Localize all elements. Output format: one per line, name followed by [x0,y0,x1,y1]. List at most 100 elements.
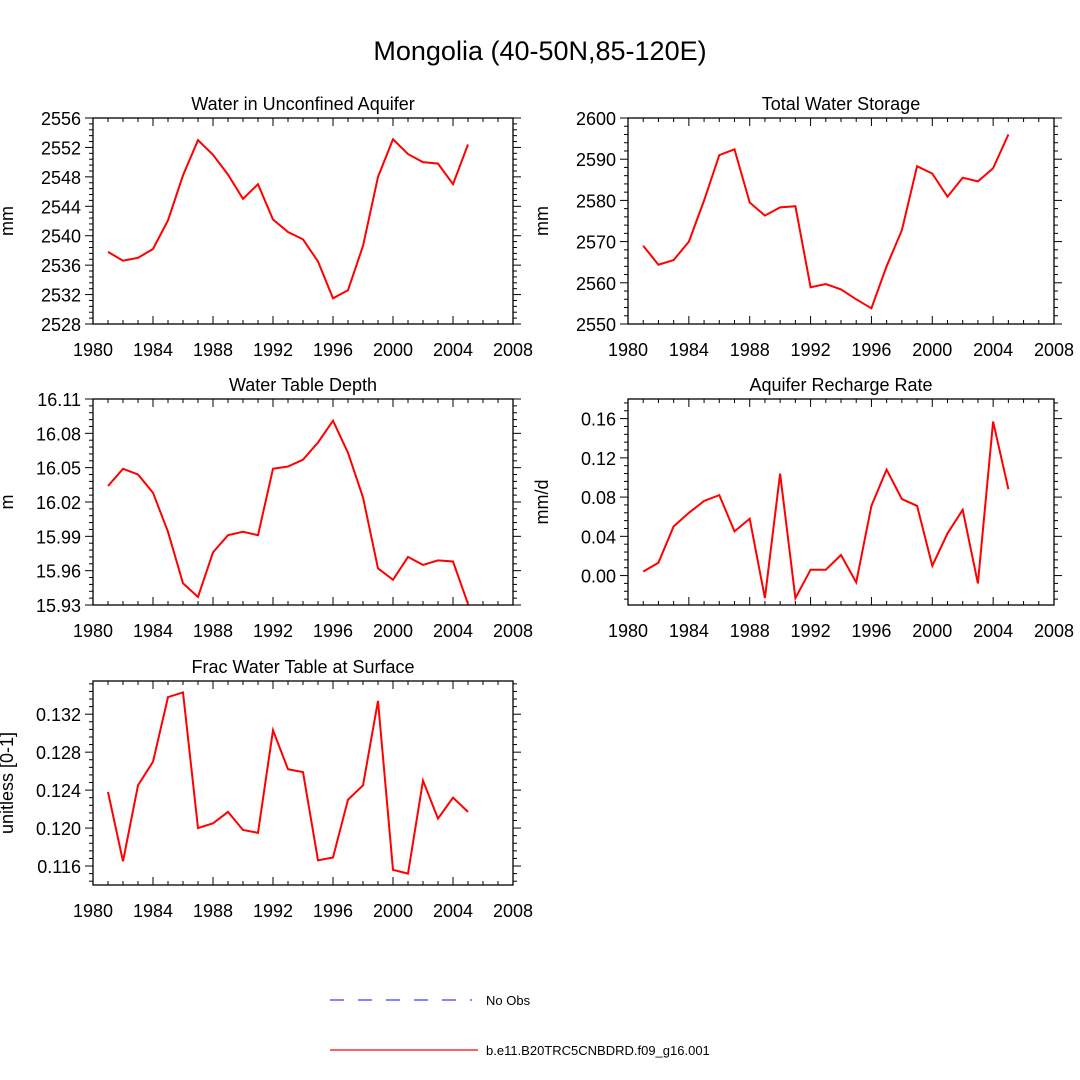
y-tick-label: 16.11 [37,390,81,410]
y-axis-label: mm [532,206,552,236]
x-tick-label: 2000 [373,901,413,921]
y-tick-label: 15.99 [36,527,81,547]
y-tick-label: 2550 [576,315,616,335]
x-tick-label: 1996 [313,621,353,641]
y-tick-label: 0.120 [36,819,81,839]
chart-panel-2: Water Table Depth m 1980 1984 1988 1992 1996 20… [0,375,533,641]
chart-panel-3: Aquifer Recharge Rate mm/d 1980 1984 1988 199… [532,375,1074,641]
panel-title: Frac Water Table at Surface [191,657,414,677]
y-tick-label: 15.93 [36,596,81,616]
x-tick-label: 1980 [608,621,648,641]
y-axis-label: mm/d [532,480,552,525]
x-tick-label: 1984 [669,621,709,641]
y-tick-label: 2590 [576,150,616,170]
x-tick-label: 2004 [433,340,473,360]
chart-panel-1: Total Water Storage mm 1980 1984 1988 1992 199… [532,94,1074,360]
x-tick-label: 2008 [493,621,533,641]
y-tick-label: 15.96 [36,562,81,582]
x-tick-label: 2008 [1034,621,1074,641]
chart-panel-0: Water in Unconfined Aquifer mm 1980 1984 198… [0,94,533,360]
legend-label-model: b.e11.B20TRC5CNBDRD.f09_g16.001 [486,1043,710,1058]
x-tick-label: 2004 [433,621,473,641]
x-tick-label: 1988 [193,621,233,641]
x-tick-label: 2008 [493,340,533,360]
x-tick-label: 1980 [73,340,113,360]
plot-frame [627,117,1055,325]
plot-frame [92,680,514,886]
y-tick-label: 0.12 [581,449,616,469]
chart-panels: Water in Unconfined Aquifer mm 1980 1984 198… [0,94,1074,921]
x-tick-label: 1996 [313,340,353,360]
y-tick-label: 2580 [576,191,616,211]
x-tick-label: 1992 [253,340,293,360]
y-tick-label: 2556 [41,109,81,129]
x-tick-label: 1984 [133,901,173,921]
panel-title: Water in Unconfined Aquifer [191,94,414,114]
y-axis-label: mm [0,206,17,236]
y-axis-label: m [0,495,17,510]
x-tick-label: 2000 [912,340,952,360]
x-tick-label: 1988 [193,340,233,360]
y-tick-label: 16.08 [36,424,81,444]
x-tick-label: 2004 [433,901,473,921]
x-tick-label: 1992 [791,340,831,360]
y-tick-label: 2528 [41,315,81,335]
x-tick-label: 1992 [253,901,293,921]
x-tick-label: 1988 [730,621,770,641]
x-tick-label: 1980 [608,340,648,360]
x-tick-label: 1988 [730,340,770,360]
y-tick-label: 2570 [576,233,616,253]
x-tick-label: 2004 [973,340,1013,360]
y-tick-label: 0.08 [581,488,616,508]
x-tick-label: 2000 [373,340,413,360]
x-tick-label: 1988 [193,901,233,921]
y-tick-label: 2532 [41,286,81,306]
x-tick-label: 1984 [669,340,709,360]
x-tick-label: 1996 [851,621,891,641]
y-tick-label: 2552 [41,138,81,158]
series-line [107,691,469,875]
plot-frame [92,117,514,325]
legend-label-no-obs: No Obs [486,993,531,1008]
x-tick-label: 1992 [253,621,293,641]
chart-panel-4: Frac Water Table at Surface unitless [0-1… [0,657,533,921]
x-tick-label: 1996 [313,901,353,921]
panel-title: Total Water Storage [762,94,920,114]
panel-title: Water Table Depth [229,375,377,395]
panel-title: Aquifer Recharge Rate [749,375,932,395]
y-tick-label: 2548 [41,168,81,188]
series-line [107,418,469,605]
x-tick-label: 2000 [912,621,952,641]
y-axis-label: unitless [0-1] [0,732,17,834]
x-tick-label: 1996 [851,340,891,360]
y-tick-label: 0.128 [36,743,81,763]
y-tick-label: 0.116 [37,857,81,877]
y-tick-label: 2600 [576,109,616,129]
y-tick-label: 0.04 [581,527,616,547]
y-tick-label: 2540 [41,227,81,247]
y-tick-label: 2544 [41,197,81,217]
x-tick-label: 2008 [493,901,533,921]
series-line [642,134,1010,310]
x-tick-label: 1980 [73,901,113,921]
figure-title: Mongolia (40-50N,85-120E) [373,36,707,66]
series-line [642,421,1010,602]
plot-frame [627,398,1055,606]
y-tick-label: 0.132 [36,705,81,725]
series-line [107,137,469,300]
y-tick-label: 2536 [41,256,81,276]
y-tick-label: 0.16 [581,410,616,430]
x-tick-label: 2008 [1034,340,1074,360]
x-tick-label: 1992 [791,621,831,641]
x-tick-label: 1984 [133,621,173,641]
y-tick-label: 16.05 [36,459,81,479]
y-tick-label: 0.124 [36,781,81,801]
y-tick-label: 2560 [576,274,616,294]
x-tick-label: 2004 [973,621,1013,641]
x-tick-label: 2000 [373,621,413,641]
x-tick-label: 1980 [73,621,113,641]
x-tick-label: 1984 [133,340,173,360]
y-tick-label: 16.02 [36,493,81,513]
y-tick-label: 0.00 [581,567,616,587]
